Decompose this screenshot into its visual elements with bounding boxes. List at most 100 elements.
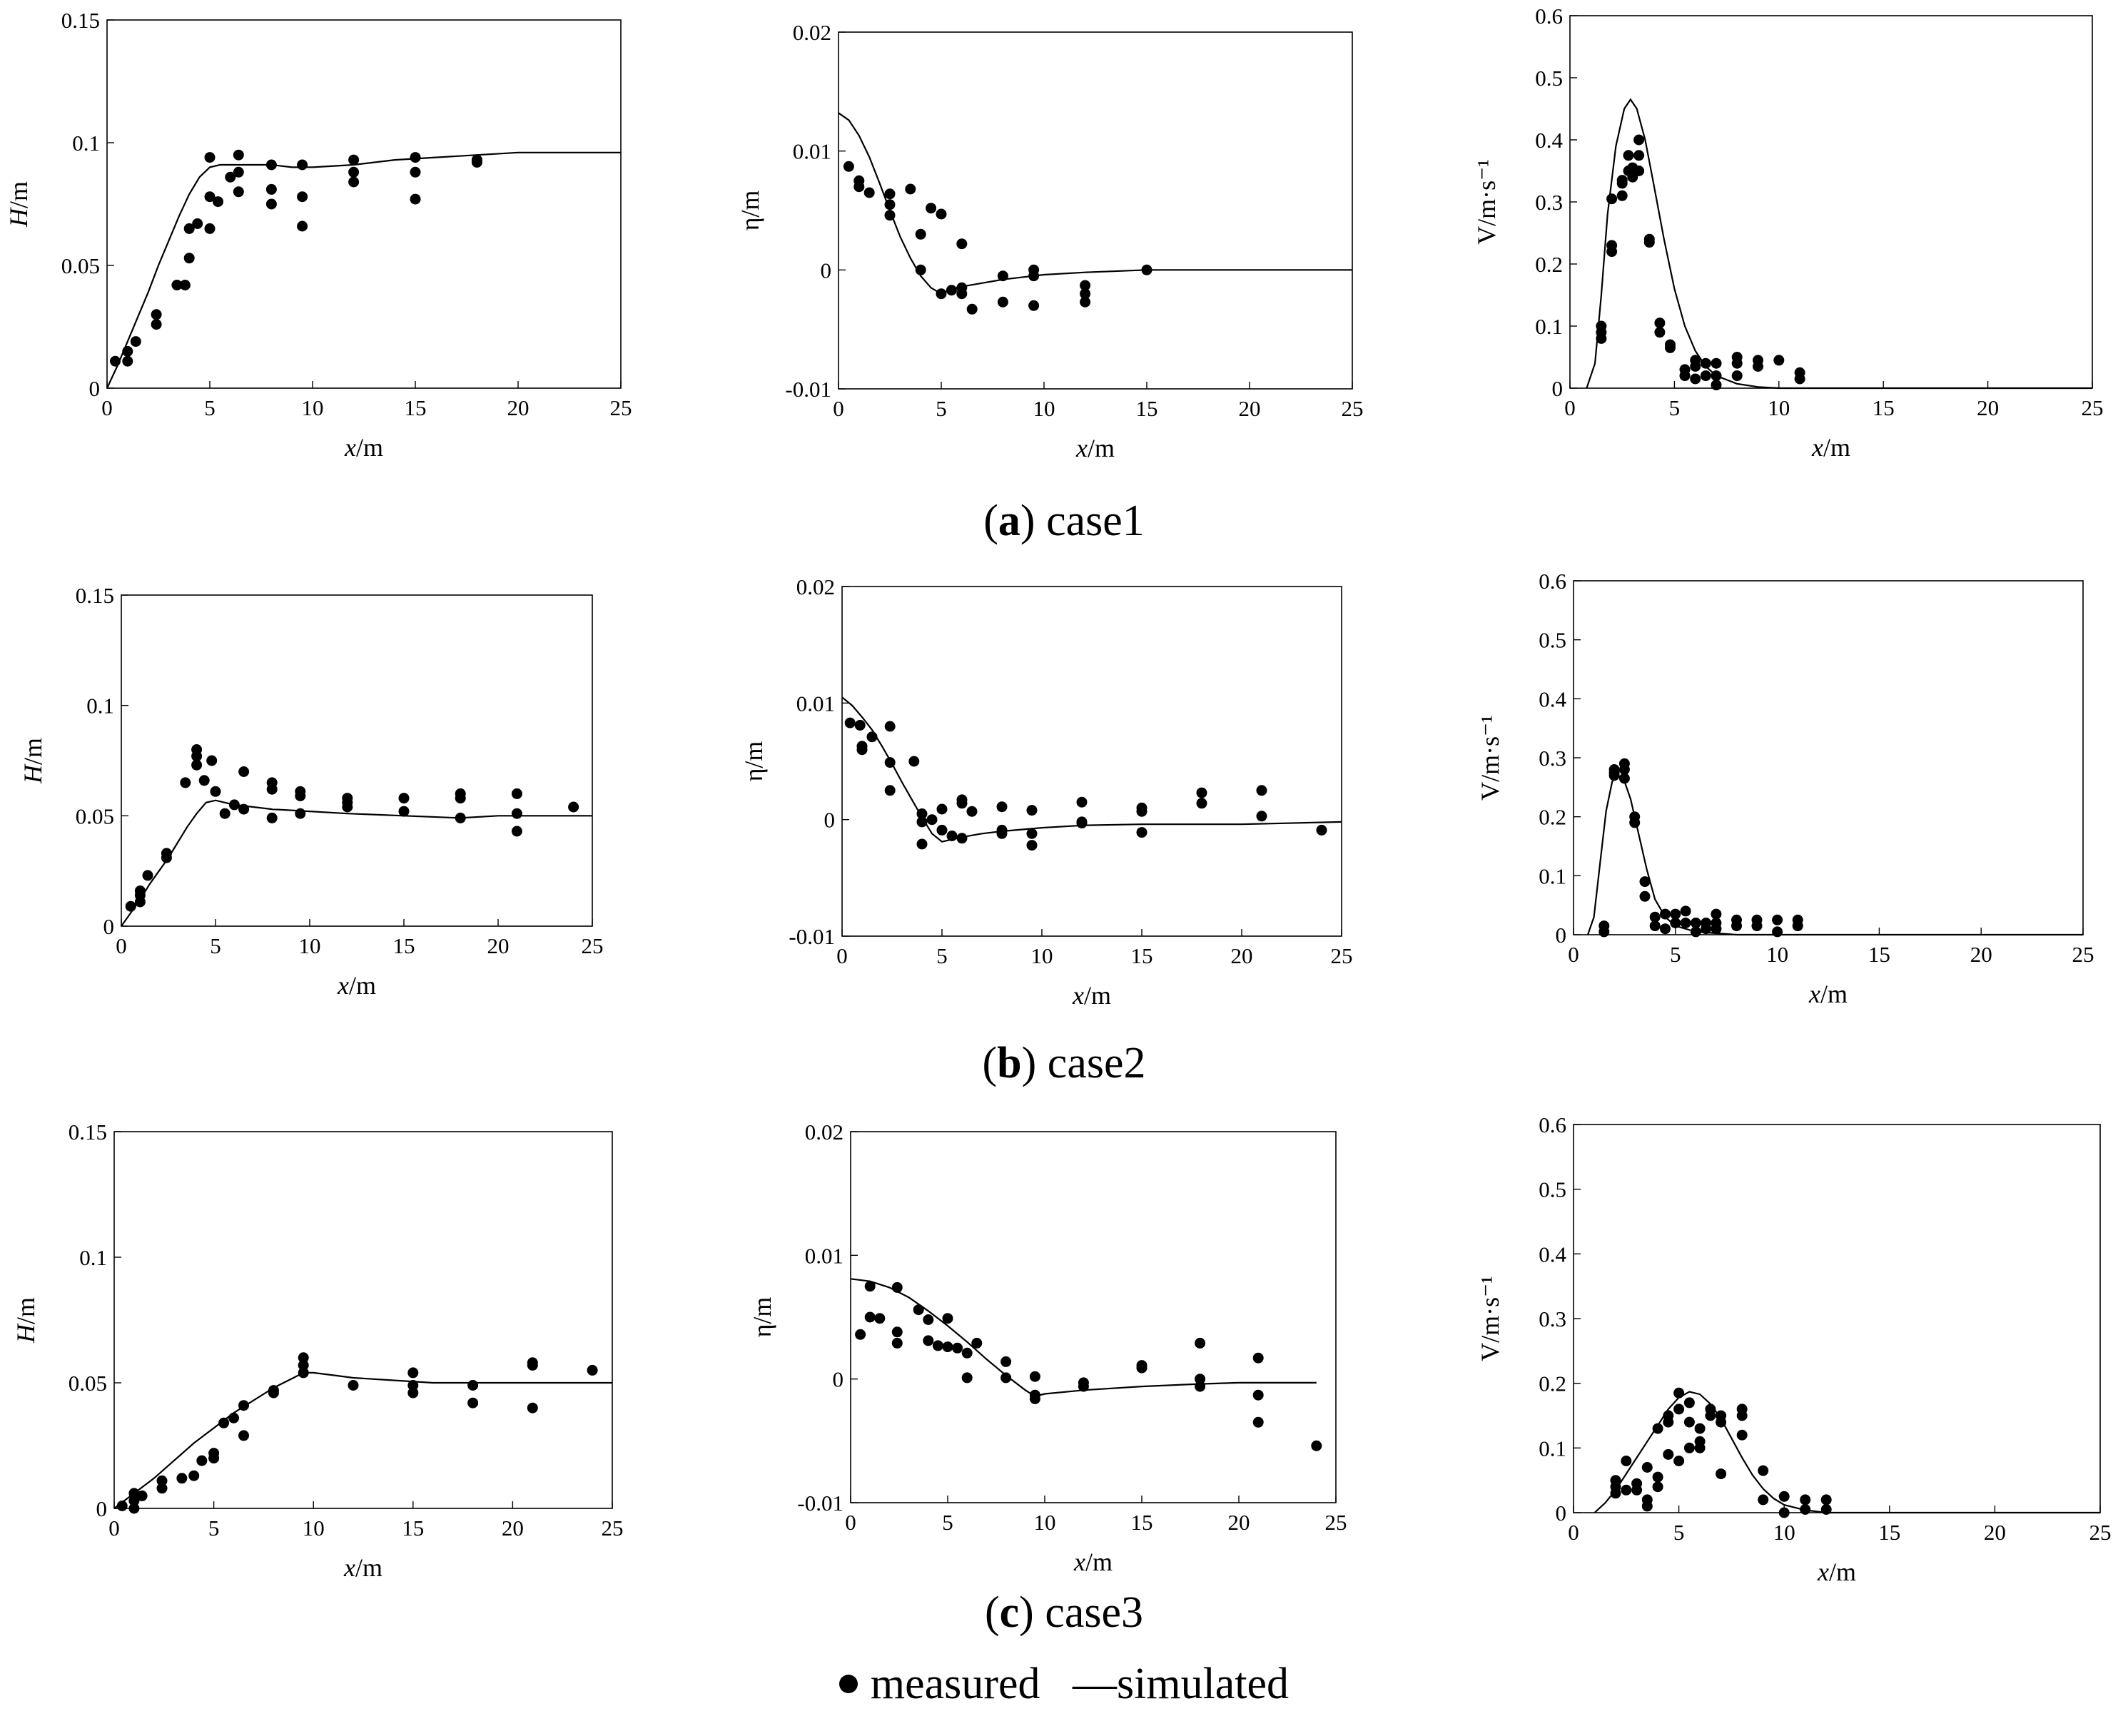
measured-point	[866, 731, 878, 743]
x-tick-label: 15	[405, 395, 427, 420]
measured-point	[1773, 355, 1785, 366]
measured-point	[228, 1412, 239, 1423]
measured-point	[295, 791, 306, 801]
x-tick-label: 20	[1977, 395, 1999, 420]
measured-point	[1711, 923, 1722, 935]
x-tick-label: 5	[208, 1516, 220, 1540]
measured-point	[1076, 796, 1088, 808]
y-tick-label: 0.6	[1539, 1112, 1566, 1137]
measured-point	[1654, 327, 1666, 338]
x-tick-label: 5	[1669, 395, 1681, 420]
measured-point	[884, 721, 896, 732]
measured-point	[1028, 300, 1040, 311]
measured-point	[125, 900, 136, 912]
measured-point	[1633, 134, 1645, 146]
measured-point	[1731, 357, 1743, 369]
plot-frame	[106, 19, 622, 389]
measured-point	[407, 1367, 419, 1379]
measured-point	[952, 1342, 963, 1354]
measured-point	[1618, 773, 1630, 784]
measured-point	[298, 1359, 309, 1371]
x-tick-label: 10	[302, 395, 324, 420]
measured-point	[1716, 1468, 1727, 1480]
measured-point	[874, 1313, 886, 1324]
measured-point	[527, 1359, 538, 1371]
measured-point	[455, 793, 466, 804]
measured-point	[192, 218, 203, 229]
measured-point	[932, 1340, 943, 1351]
measured-point	[233, 149, 244, 161]
measured-point	[1665, 342, 1676, 353]
measured-point	[206, 755, 218, 766]
measured-point	[238, 1400, 249, 1411]
measured-point	[1621, 1456, 1632, 1466]
measured-point	[1778, 1491, 1790, 1502]
measured-point	[208, 1453, 220, 1464]
measured-point	[1610, 1488, 1621, 1499]
measured-point	[265, 159, 277, 171]
x-tick-label: 0	[1568, 1520, 1579, 1545]
x-tick-label: 5	[936, 943, 948, 968]
measured-point	[853, 181, 865, 193]
measured-point	[1731, 370, 1743, 382]
y-tick-label: 0.5	[1539, 1177, 1566, 1202]
x-tick-label: 5	[210, 933, 221, 958]
measured-point	[996, 828, 1008, 839]
measured-point	[1616, 190, 1628, 201]
measured-point	[228, 799, 240, 811]
x-tick-label: 15	[393, 933, 415, 958]
measured-point	[926, 203, 937, 214]
measured-point	[410, 152, 421, 163]
measured-point	[843, 161, 854, 172]
x-tick-label: 5	[936, 396, 947, 421]
measured-point	[1700, 357, 1711, 369]
measured-point	[407, 1387, 419, 1399]
y-tick-label: 0.15	[61, 8, 100, 33]
measured-point	[1196, 798, 1207, 809]
measured-point	[1694, 1423, 1706, 1434]
measured-point	[1621, 1484, 1632, 1496]
measured-point	[891, 1337, 903, 1349]
y-axis-title: H/m	[19, 738, 47, 784]
measured-point	[455, 812, 466, 823]
measured-point	[956, 833, 968, 844]
measured-point	[884, 188, 896, 200]
measured-point	[204, 223, 216, 234]
x-tick-label: 25	[610, 395, 632, 420]
plot-frame	[1573, 1124, 2101, 1513]
x-axis-title: x/m	[1808, 980, 1848, 1008]
measured-point	[265, 198, 277, 210]
measured-point	[156, 1483, 168, 1494]
measured-point	[926, 814, 938, 826]
measured-point	[116, 1501, 128, 1511]
x-tick-label: 10	[1031, 943, 1053, 968]
y-tick-label: 0.1	[1539, 863, 1566, 888]
measured-point	[1080, 296, 1091, 308]
simulated-line	[121, 799, 592, 927]
chart-case2-H: 0 5 10 15 20 25 0 0.05 0.1 0.15 x/m H/m	[19, 583, 604, 1000]
y-tick-label: -0.01	[797, 1491, 843, 1516]
x-tick-label: 10	[1768, 395, 1790, 420]
measured-point	[1736, 1410, 1748, 1421]
measured-point	[176, 1473, 188, 1484]
measured-point	[1000, 1372, 1012, 1384]
measured-point	[1673, 1403, 1685, 1415]
y-tick-label: 0.1	[1535, 314, 1563, 339]
measured-point	[297, 191, 308, 203]
simulated-line	[1594, 1391, 2100, 1514]
measured-point	[884, 199, 896, 210]
measured-point	[1711, 380, 1722, 391]
simulated-line	[1586, 98, 2092, 390]
x-axis-title: x/m	[1817, 1558, 1856, 1586]
measured-point	[1663, 1416, 1674, 1428]
measured-point	[587, 1364, 598, 1376]
measured-point	[1705, 1410, 1716, 1421]
x-tick-label: 5	[1673, 1520, 1685, 1545]
measured-point	[864, 1311, 876, 1323]
y-tick-label: 0	[1556, 1501, 1567, 1526]
plot-frame	[841, 586, 1342, 937]
measured-point	[410, 193, 421, 205]
measured-point	[1772, 914, 1783, 925]
measured-point	[297, 220, 308, 232]
measured-point	[956, 238, 968, 250]
